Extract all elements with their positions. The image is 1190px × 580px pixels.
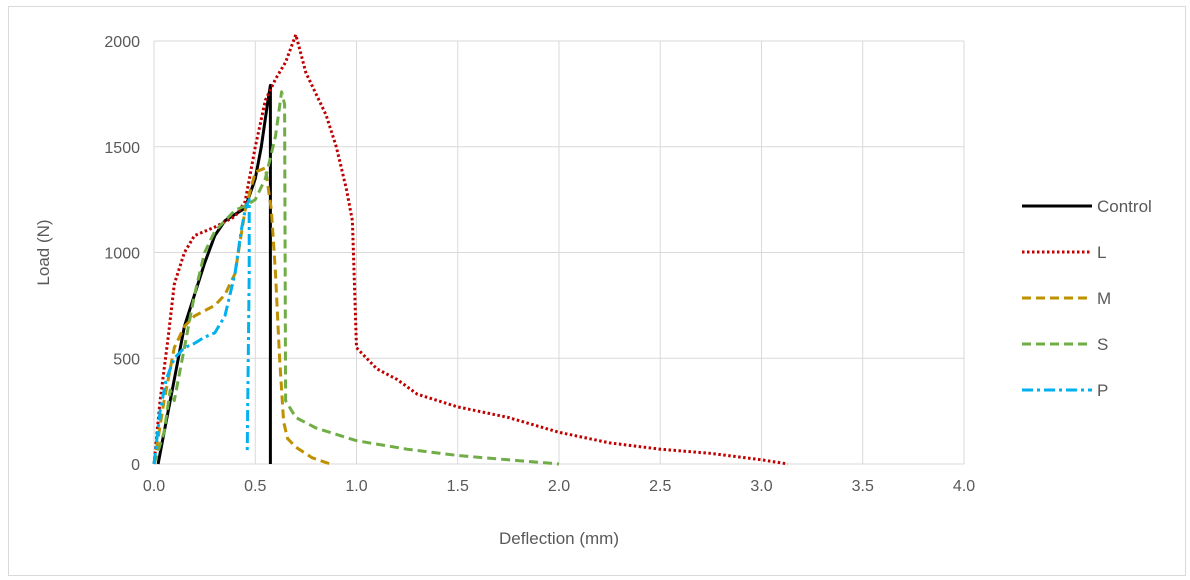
x-tick-label: 3.5 (852, 478, 874, 495)
y-tick-label: 1000 (104, 246, 140, 263)
series-p-line (152, 198, 251, 465)
grid-lines (153, 40, 965, 465)
legend-label-s: S (1097, 335, 1108, 354)
chart-frame: 0.0 0.5 1.0 1.5 2.0 2.5 3.0 3.5 4.0 0 500 1000 1500 2… (8, 6, 1186, 576)
y-tick-label: 1500 (104, 140, 140, 157)
y-tick-label: 2000 (104, 34, 140, 51)
x-tick-label: 2.5 (649, 478, 671, 495)
x-tick-label: 4.0 (953, 478, 975, 495)
x-tick-label: 3.0 (750, 478, 772, 495)
series-m-line (152, 166, 331, 466)
series-l-line (152, 33, 789, 466)
y-tick-label: 500 (113, 351, 140, 368)
x-tick-label: 0.5 (244, 478, 266, 495)
x-tick-label: 2.0 (548, 478, 570, 495)
series-group (152, 33, 789, 466)
axes: 0.0 0.5 1.0 1.5 2.0 2.5 3.0 3.5 4.0 0 500 1000 1500 2… (104, 34, 975, 495)
legend-label-l: L (1097, 243, 1106, 262)
series-s-line (152, 90, 560, 466)
x-tick-label: 1.5 (447, 478, 469, 495)
x-tick-label: 1.0 (345, 478, 367, 495)
series-control-line (156, 83, 272, 465)
legend: Control L M S P (1022, 197, 1152, 400)
y-tick-label: 0 (131, 457, 140, 474)
legend-label-m: M (1097, 289, 1111, 308)
x-tick-label: 0.0 (143, 478, 165, 495)
y-axis-label: Load (N) (34, 219, 53, 285)
legend-label-control: Control (1097, 197, 1152, 216)
load-deflection-chart: 0.0 0.5 1.0 1.5 2.0 2.5 3.0 3.5 4.0 0 500 1000 1500 2… (34, 33, 1152, 548)
x-axis-label: Deflection (mm) (499, 529, 619, 548)
legend-label-p: P (1097, 381, 1108, 400)
